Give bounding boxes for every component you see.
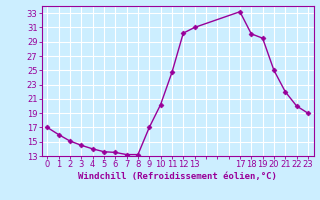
X-axis label: Windchill (Refroidissement éolien,°C): Windchill (Refroidissement éolien,°C)	[78, 172, 277, 181]
